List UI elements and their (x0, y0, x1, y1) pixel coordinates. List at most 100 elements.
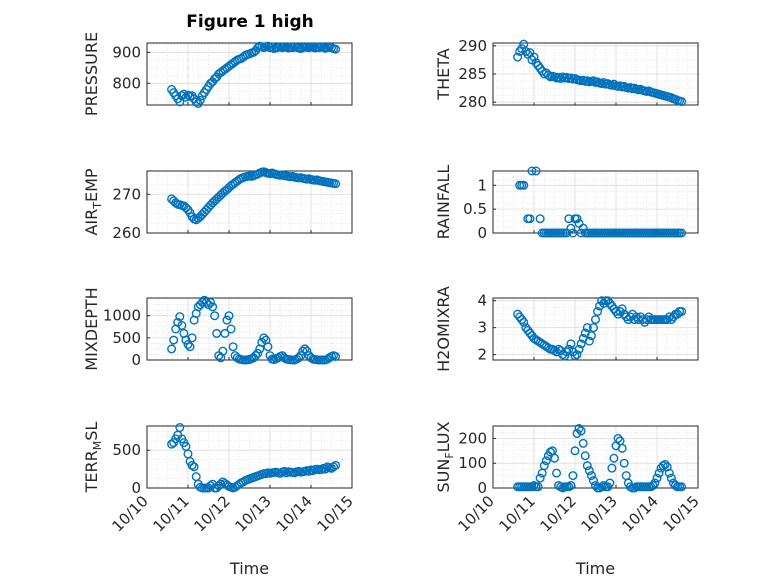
data-point (584, 466, 594, 476)
y-tick-label: 0 (131, 351, 141, 369)
data-point (201, 297, 211, 307)
data-point (306, 353, 316, 363)
data-point (531, 166, 541, 176)
y-tick-label: 4 (477, 292, 487, 310)
y-tick-label: 1000 (103, 307, 141, 325)
y-tick-label: 290 (458, 37, 487, 55)
subplot-2: 280 285 290 THETA (434, 37, 699, 111)
y-axis-label: MIXDEPTH (82, 287, 101, 370)
data-point (582, 323, 592, 333)
data-point (304, 466, 314, 476)
data-point (570, 446, 580, 456)
data-point (566, 339, 576, 349)
y-axis-label: SUNFLUX (434, 421, 456, 492)
data-point (185, 342, 195, 352)
y-tick-label: 2 (477, 346, 487, 364)
y-tick-label: 280 (458, 93, 487, 111)
data-point (648, 481, 658, 491)
data-point (533, 482, 543, 492)
y-axis-label: THETA (434, 48, 453, 100)
data-point (650, 478, 660, 488)
series-points (167, 41, 341, 108)
y-tick-label: 500 (112, 329, 141, 347)
data-point (187, 460, 197, 470)
data-point (574, 218, 584, 228)
x-tick-label: 10/11 (150, 492, 193, 535)
data-point (208, 302, 218, 312)
x-tick-label: 10/12 (537, 492, 580, 535)
data-point (576, 339, 586, 349)
data-point (537, 468, 547, 478)
data-point (527, 166, 537, 176)
data-point (677, 97, 687, 107)
data-point (578, 438, 588, 448)
data-point (613, 433, 623, 443)
data-point (519, 180, 529, 190)
data-point (177, 320, 187, 330)
data-point (517, 315, 527, 325)
data-point (617, 443, 627, 453)
data-point (588, 476, 598, 486)
data-point (580, 451, 590, 461)
data-point (552, 468, 562, 478)
data-point (535, 214, 545, 224)
data-point (576, 426, 586, 436)
subplot-1: 800 900 PRESSURE (82, 32, 353, 116)
axes-frame (492, 297, 699, 361)
data-point (572, 214, 582, 224)
series-points (513, 423, 687, 493)
data-point (570, 351, 580, 361)
subplot-3: 260 270 AIRTEMP (82, 167, 353, 242)
data-point (232, 353, 242, 363)
data-point (187, 333, 197, 343)
x-tick-label: 10/15 (314, 492, 357, 535)
data-point (300, 344, 310, 354)
data-point (201, 205, 211, 215)
data-point (320, 464, 330, 474)
data-point (210, 311, 220, 321)
y-tick-label: 285 (458, 65, 487, 83)
data-point (662, 462, 672, 472)
y-tick-label: 3 (477, 319, 487, 337)
y-tick-label: 100 (458, 454, 487, 472)
y-tick-label: 0 (131, 479, 141, 497)
y-tick-label: 0.5 (463, 200, 487, 218)
data-point (619, 458, 629, 468)
data-point (226, 324, 236, 334)
data-point (666, 473, 676, 483)
data-point (279, 353, 289, 363)
data-point (220, 328, 230, 338)
data-point (593, 306, 603, 316)
subplot-6: 2 3 4 H2OMIXRA (434, 286, 699, 372)
data-point (224, 311, 234, 321)
series-points (515, 166, 687, 238)
series-points (167, 423, 341, 493)
data-point (586, 471, 596, 481)
y-tick-label: 900 (112, 43, 141, 61)
data-point (331, 460, 341, 470)
y-axis-label: TERRMSL (82, 422, 104, 494)
subplot-8: 0 100 200SUNFLUX10/1010/1110/1210/1310/141… (434, 421, 703, 578)
data-point (195, 95, 205, 105)
data-point (206, 297, 216, 307)
data-point (588, 323, 598, 333)
x-tick-label: 10/11 (496, 492, 539, 535)
data-point (181, 335, 191, 345)
y-tick-label: 200 (458, 429, 487, 447)
data-point (216, 479, 226, 489)
data-point (677, 228, 687, 238)
y-axis-label: PRESSURE (82, 32, 101, 116)
data-point (183, 340, 193, 350)
data-point (222, 315, 232, 325)
y-tick-label: 270 (112, 185, 141, 203)
x-tick-label: 10/13 (232, 492, 275, 535)
y-tick-label: 1 (477, 176, 487, 194)
x-tick-label: 10/12 (191, 492, 234, 535)
axes-frame (146, 170, 353, 234)
data-point (677, 482, 687, 492)
y-tick-label: 800 (112, 74, 141, 92)
data-point (584, 336, 594, 346)
x-axis-label: Time (229, 559, 269, 578)
